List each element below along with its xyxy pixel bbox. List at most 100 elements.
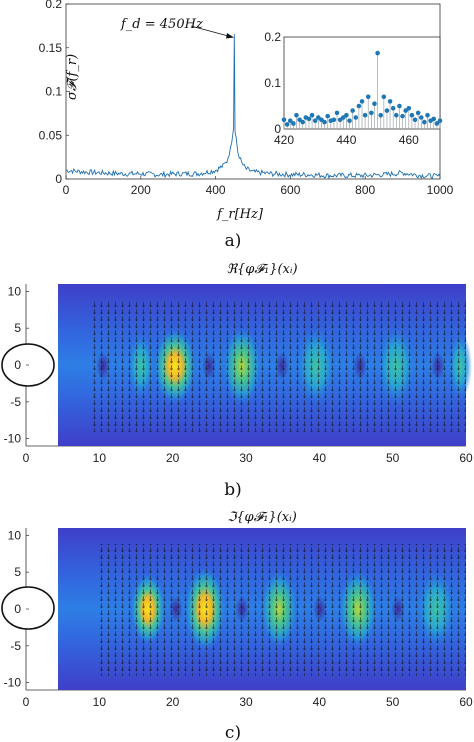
- panel-c-xtick-label: 40: [313, 695, 327, 709]
- inset-point: [365, 94, 371, 100]
- inset-point: [331, 117, 337, 123]
- inset-point: [381, 94, 387, 100]
- inset-xticks: 420 440 460: [274, 133, 419, 147]
- panel-c-caption: c): [225, 723, 241, 742]
- inset-point: [287, 118, 293, 124]
- inset-point: [325, 113, 330, 119]
- panel-c-vector-field: [100, 544, 466, 676]
- inset-point: [425, 112, 430, 118]
- panel-c-ytick-label: -10: [4, 676, 22, 690]
- inset-point: [422, 119, 427, 125]
- panel-c-xtick-label: 0: [23, 695, 30, 709]
- panel-c-xtick-label: 20: [166, 695, 180, 709]
- inset-xtick-label: 420: [274, 133, 294, 147]
- inset-point: [390, 106, 396, 111]
- inset-point: [347, 118, 352, 124]
- panel-b-xtick-label: 10: [93, 451, 107, 465]
- inset-point: [350, 108, 355, 113]
- panel-b-xtick-label: 30: [239, 451, 253, 465]
- inset-ytick-label: 0: [274, 122, 281, 136]
- peak-annotation: f_d = 450Hz: [120, 17, 203, 32]
- panel-a-ytick-label: 0.2: [45, 0, 62, 11]
- panel-c-yticks: 10 5 0 -5 -10: [4, 528, 29, 690]
- panel-a-xtick-label: 0: [63, 183, 70, 197]
- panel-c-xtick-label: 60: [459, 695, 473, 709]
- inset-point: [415, 110, 421, 116]
- annotation-arrow: [190, 25, 233, 38]
- panel-b-xtick-label: 0: [23, 451, 30, 465]
- inset-point: [309, 112, 315, 118]
- inset-point: [418, 115, 424, 120]
- inset-point: [284, 122, 290, 127]
- panel-a-caption: a): [225, 231, 242, 251]
- panel-a-xtick-label: 600: [280, 183, 300, 197]
- panel-c-ytick-label: 0: [14, 602, 21, 616]
- panel-c-ytick-label: -5: [10, 639, 21, 653]
- inset-point: [334, 110, 340, 116]
- panel-b-title: ℜ{φ𝓕₁}(xᵢ): [226, 262, 297, 277]
- cylinder-outline: [1, 586, 55, 630]
- panel-c-xtick-label: 10: [93, 695, 107, 709]
- panel-c-ytick-label: 5: [14, 565, 21, 579]
- panel-a-xlabel: f_r[Hz]: [216, 207, 264, 222]
- panel-a-xtick-label: 400: [206, 183, 226, 197]
- panel-b-ytick-label: -5: [10, 395, 21, 409]
- inset: 0 0.1 0.2 420 440 460: [264, 30, 443, 147]
- panel-c-field: [58, 528, 466, 690]
- panel-a-ylabel: σ𝓕(f_r): [65, 54, 80, 100]
- panel-b-field: [58, 284, 472, 446]
- inset-point: [322, 119, 327, 125]
- inset-point: [372, 101, 377, 106]
- inset-xtick-label: 460: [399, 133, 419, 147]
- inset-point: [387, 99, 393, 104]
- inset-point: [394, 112, 399, 118]
- inset-point: [359, 99, 365, 104]
- panel-b-ytick-label: 0: [14, 358, 21, 372]
- panel-b-ytick-label: 5: [14, 321, 21, 335]
- panel-b-xtick-label: 50: [386, 451, 400, 465]
- inset-point: [406, 106, 412, 111]
- panel-a-yticks: 0 0.05 0.1 0.15 0.2: [39, 0, 69, 186]
- panel-b-caption: b): [224, 480, 242, 500]
- inset-point: [400, 113, 405, 119]
- inset-point: [412, 117, 418, 123]
- inset-point: [384, 108, 390, 113]
- inset-point: [434, 121, 440, 126]
- panel-a-xticks: 0 200 400 600 800 1000: [63, 176, 454, 197]
- inset-point: [397, 103, 402, 109]
- panel-a-xtick-label: 1000: [427, 183, 454, 197]
- panel-b-yticks: 10 5 0 -5 -10: [4, 284, 29, 446]
- inset-point: [291, 121, 296, 126]
- inset-point: [375, 50, 380, 56]
- panel-b-xtick-label: 20: [166, 451, 180, 465]
- inset-point: [281, 117, 287, 123]
- inset-point: [306, 116, 312, 122]
- inset-point: [294, 112, 299, 118]
- inset-yticks: 0 0.1 0.2: [264, 30, 281, 136]
- inset-point: [356, 103, 362, 109]
- panel-b-ytick-label: -10: [4, 432, 22, 446]
- inset-stems: [281, 50, 443, 129]
- inset-point: [369, 110, 374, 116]
- panel-c-xtick-label: 30: [239, 695, 253, 709]
- inset-ytick-label: 0.1: [264, 76, 281, 90]
- panel-a: σ𝓕(f_r) 0 0.05 0.1 0.15 0.2 0 200 400 600 800 100…: [39, 0, 454, 251]
- inset-point: [409, 112, 415, 118]
- inset-point: [362, 112, 368, 118]
- panel-a-xtick-label: 800: [355, 183, 375, 197]
- spectrum-line: [65, 34, 441, 180]
- panel-a-ytick-label: 0.1: [45, 85, 62, 99]
- panel-b-xticks: 0 10 20 30 40 50 60: [23, 451, 473, 465]
- panel-b-xtick-label: 60: [459, 451, 473, 465]
- panel-c-xticks: 0 10 20 30 40 50 60: [23, 695, 473, 709]
- panel-a-ytick-label: 0.15: [39, 41, 63, 55]
- panel-c-xtick-label: 50: [386, 695, 400, 709]
- panel-c-title: ℑ{φ𝓕₁}(xᵢ): [227, 510, 297, 525]
- panel-a-ytick-label: 0.05: [39, 128, 63, 142]
- panel-b-xtick-label: 40: [313, 451, 327, 465]
- inset-point: [378, 112, 384, 118]
- inset-ytick-label: 0.2: [264, 30, 281, 44]
- inset-point: [312, 118, 318, 124]
